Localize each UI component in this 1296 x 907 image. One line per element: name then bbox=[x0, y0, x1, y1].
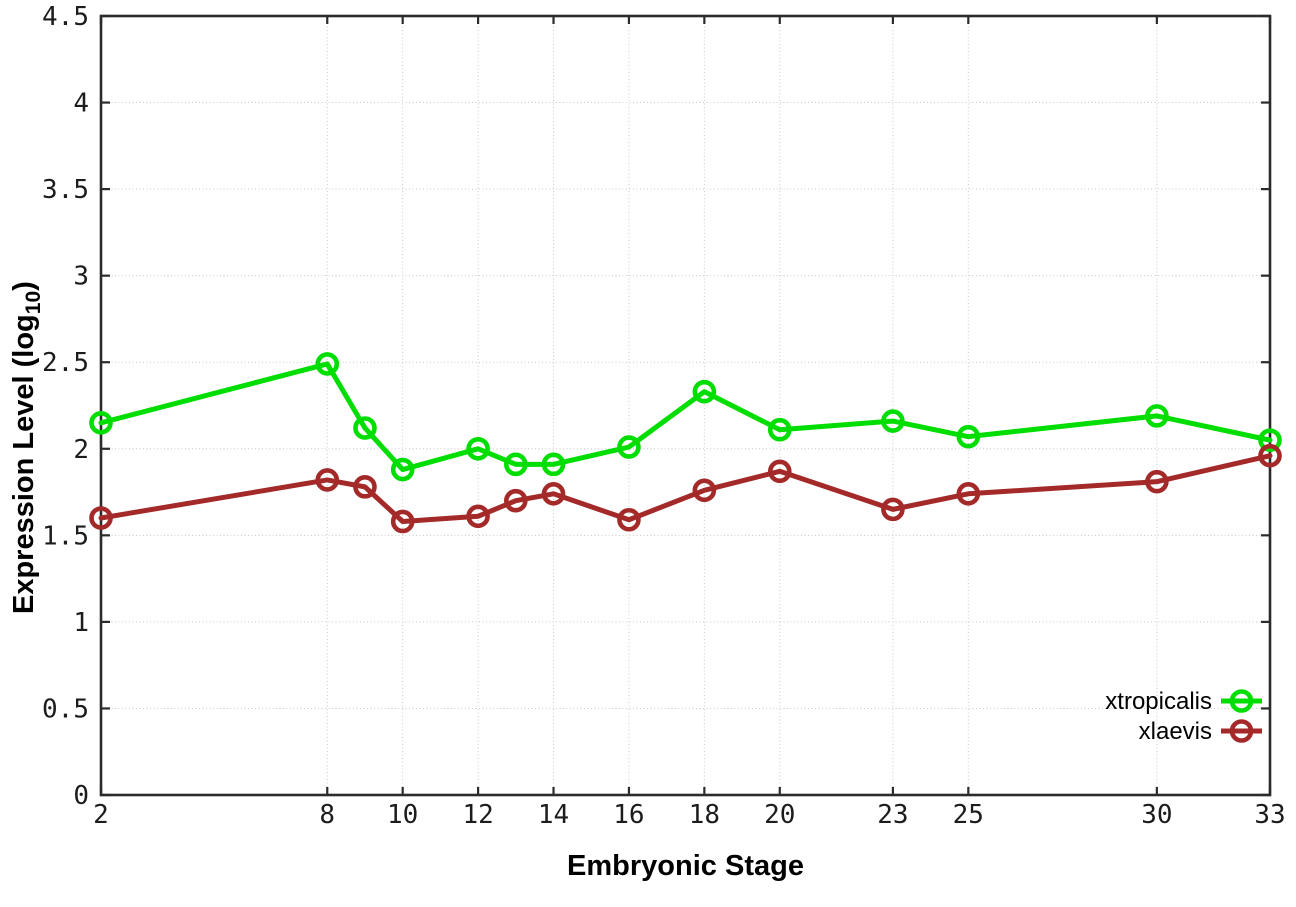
x-tick-label: 23 bbox=[877, 800, 908, 830]
x-axis-title: Embryonic Stage bbox=[567, 850, 804, 882]
data-point-xlaevis bbox=[956, 481, 981, 506]
data-point-xlaevis bbox=[767, 459, 792, 484]
x-tick-label: 8 bbox=[319, 800, 335, 830]
data-point-xtropicalis bbox=[1258, 428, 1282, 452]
y-tick-label: 4.5 bbox=[42, 2, 89, 32]
data-point-xlaevis bbox=[390, 509, 415, 534]
data-point-xtropicalis bbox=[315, 352, 340, 376]
data-point-xlaevis bbox=[89, 506, 113, 530]
data-point-xtropicalis bbox=[353, 416, 377, 440]
y-tick-label: 2.5 bbox=[42, 348, 89, 378]
data-point-xtropicalis bbox=[767, 417, 792, 442]
data-point-xtropicalis bbox=[541, 452, 566, 477]
y-tick-label: 3.5 bbox=[42, 175, 89, 205]
y-axis-title-close: ) bbox=[8, 281, 40, 291]
data-point-xlaevis bbox=[617, 507, 641, 532]
data-point-xlaevis bbox=[881, 497, 905, 522]
data-point-xtropicalis bbox=[89, 411, 113, 435]
data-point-xtropicalis bbox=[504, 452, 528, 477]
data-point-xlaevis bbox=[466, 504, 490, 529]
plot-border bbox=[99, 14, 1272, 797]
legend-marker-xlaevis bbox=[1229, 719, 1254, 743]
x-tick-label: 25 bbox=[953, 800, 984, 830]
legend-label-xtropicalis: xtropicalis bbox=[1105, 688, 1212, 715]
x-tick-label: 18 bbox=[689, 800, 720, 830]
y-axis-title-subscript: 10 bbox=[21, 290, 45, 315]
y-tick-label: 3 bbox=[73, 262, 89, 292]
y-tick-label: 1.5 bbox=[42, 521, 89, 551]
x-tick-label: 16 bbox=[613, 800, 644, 830]
data-point-xlaevis bbox=[315, 468, 340, 492]
data-point-xlaevis bbox=[1145, 469, 1169, 494]
series-line-xlaevis bbox=[98, 453, 1273, 524]
x-tick-label: 2 bbox=[93, 800, 109, 830]
legend-marker-xtropicalis bbox=[1229, 689, 1254, 713]
y-tick-label: 0 bbox=[73, 781, 89, 811]
series-line-xtropicalis bbox=[98, 361, 1273, 473]
x-tick-label: 30 bbox=[1141, 800, 1172, 830]
x-tick-label: 14 bbox=[538, 800, 569, 830]
data-point-xtropicalis bbox=[390, 457, 415, 482]
data-point-xtropicalis bbox=[881, 409, 905, 433]
data-point-xlaevis bbox=[353, 475, 377, 499]
data-point-xtropicalis bbox=[692, 379, 717, 404]
y-tick-label: 2 bbox=[73, 435, 89, 465]
x-tick-label: 33 bbox=[1254, 800, 1285, 830]
y-tick-label: 4 bbox=[73, 89, 89, 119]
y-axis-title: Expression Level (log10) bbox=[8, 281, 46, 614]
y-axis-title-text: Expression Level (log bbox=[8, 314, 40, 614]
legend-label-xlaevis: xlaevis bbox=[1139, 718, 1212, 745]
x-tick-label: 20 bbox=[764, 800, 795, 830]
x-tick-label: 10 bbox=[387, 800, 418, 830]
data-point-xlaevis bbox=[541, 481, 566, 506]
data-point-xtropicalis bbox=[617, 435, 641, 459]
data-point-xlaevis bbox=[1258, 443, 1282, 468]
data-point-xlaevis bbox=[504, 488, 528, 513]
data-point-xtropicalis bbox=[466, 436, 490, 461]
y-tick-label: 1 bbox=[73, 608, 89, 638]
data-point-xtropicalis bbox=[1145, 404, 1169, 428]
x-tick-label: 12 bbox=[462, 800, 493, 830]
data-point-xtropicalis bbox=[956, 424, 981, 449]
y-tick-label: 0.5 bbox=[42, 694, 89, 724]
data-point-xlaevis bbox=[692, 478, 717, 503]
